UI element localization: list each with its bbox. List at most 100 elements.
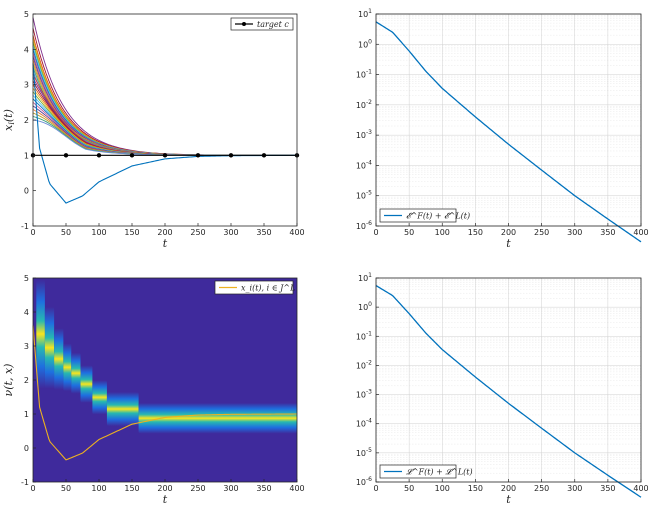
y-tick-label: 10-4 bbox=[356, 159, 372, 170]
y-tick-label: 4 bbox=[24, 308, 29, 317]
panel-trajectories: 0 50 100 150 200 250 300 350 400t-1012345xi(t)ta… bbox=[2, 10, 305, 250]
target-marker bbox=[96, 153, 102, 158]
x-tick-label: 100 bbox=[435, 484, 450, 493]
legend-target-box bbox=[230, 17, 294, 31]
y-tick-label: 2 bbox=[24, 376, 29, 385]
y-tick-label: 101 bbox=[358, 8, 372, 19]
target-marker bbox=[162, 153, 168, 158]
y-tick-label: 5 bbox=[24, 10, 29, 19]
x-tick-label: 300 bbox=[223, 228, 238, 237]
x-tick-label: 300 bbox=[567, 484, 582, 493]
legend-loss-box bbox=[379, 208, 457, 223]
x-tick-label: 150 bbox=[468, 484, 483, 493]
x-tick-label: 200 bbox=[501, 484, 516, 493]
y-tick-label: 10-3 bbox=[356, 389, 372, 400]
density-band bbox=[106, 392, 139, 427]
legend-leader-box bbox=[214, 280, 294, 295]
y-tick-label: 0 bbox=[24, 187, 29, 196]
x-tick-label: 400 bbox=[289, 228, 304, 237]
x-tick-label: 400 bbox=[633, 228, 648, 237]
y-tick-label: 10-5 bbox=[356, 190, 372, 201]
density-band bbox=[63, 343, 72, 392]
x-tick-label: 250 bbox=[190, 228, 205, 237]
x-tick-label: 300 bbox=[223, 484, 238, 493]
loss-curve bbox=[375, 21, 642, 243]
x-tick-label: 350 bbox=[256, 228, 271, 237]
x-tick-label: 50 bbox=[404, 484, 414, 493]
panel-energy: 0 50 100 150 200 250 300 350 400 t 10-6 10-5 10-4 10-… bbox=[356, 8, 649, 250]
y-tick-label: 10-2 bbox=[356, 99, 372, 110]
legend-target-marker bbox=[242, 22, 246, 26]
y-tick-label: 10-4 bbox=[356, 418, 372, 429]
y-tick-label: 4 bbox=[24, 45, 29, 54]
x-tick-label: 250 bbox=[190, 484, 205, 493]
legend-target-label: target c bbox=[257, 20, 289, 29]
y-tick-label: 10-6 bbox=[356, 476, 372, 487]
target-marker bbox=[129, 153, 135, 158]
y-tick-label: 100 bbox=[358, 301, 372, 312]
y-tick-label: 101 bbox=[358, 272, 372, 283]
x-tick-label: 200 bbox=[157, 228, 172, 237]
y-tick-label: -1 bbox=[21, 222, 29, 231]
y-tick-label: 2 bbox=[24, 116, 29, 125]
density-band bbox=[80, 365, 93, 403]
leader-trajectory bbox=[32, 325, 298, 461]
panel-functional: 0 50 100 150 200 250 300 350 400 t 10-6 10-5 10-4 10-… bbox=[356, 272, 649, 506]
density-band bbox=[71, 352, 81, 394]
legend-loss-label: 𝓛^F(t) + 𝓛^L(t) bbox=[406, 468, 473, 477]
y-tick-label: 10-2 bbox=[356, 359, 372, 370]
x-tick-label: 50 bbox=[61, 228, 71, 237]
plot-area bbox=[33, 14, 297, 226]
x-tick-label: 0 bbox=[373, 228, 378, 237]
density-band bbox=[54, 328, 64, 390]
legend-leader-label: x_i(t), i ∈ J^L bbox=[241, 284, 295, 293]
x-tick-label: 150 bbox=[468, 228, 483, 237]
target-marker bbox=[261, 153, 267, 158]
x-tick-label: 250 bbox=[534, 484, 549, 493]
x-tick-label: 150 bbox=[124, 484, 139, 493]
y-tick-label: 10-1 bbox=[356, 330, 372, 341]
x-tick-label: 100 bbox=[91, 228, 106, 237]
y-axis-label: ν(t, x) bbox=[2, 364, 15, 397]
y-tick-label: 3 bbox=[24, 81, 29, 90]
y-tick-label: 1 bbox=[24, 151, 29, 160]
target-marker bbox=[63, 153, 69, 158]
x-tick-label: 0 bbox=[30, 484, 35, 493]
loss-curve bbox=[375, 285, 642, 498]
x-tick-label: 350 bbox=[600, 484, 615, 493]
y-tick-label: 10-1 bbox=[356, 69, 372, 80]
density-band bbox=[44, 306, 55, 389]
x-tick-label: 350 bbox=[256, 484, 271, 493]
x-tick-label: 400 bbox=[633, 484, 648, 493]
x-tick-label: 150 bbox=[124, 228, 139, 237]
y-tick-label: 5 bbox=[24, 274, 29, 283]
x-tick-label: 200 bbox=[501, 228, 516, 237]
x-tick-label: 50 bbox=[61, 484, 71, 493]
x-tick-label: 250 bbox=[534, 228, 549, 237]
x-tick-label: 350 bbox=[600, 228, 615, 237]
x-axis-label: t bbox=[506, 237, 511, 250]
x-tick-label: 200 bbox=[157, 484, 172, 493]
legend-loss-box bbox=[379, 464, 457, 479]
target-marker bbox=[228, 153, 234, 158]
x-tick-label: 100 bbox=[435, 228, 450, 237]
y-tick-label: -1 bbox=[21, 478, 29, 487]
density-band bbox=[138, 402, 297, 434]
y-tick-label: 100 bbox=[358, 38, 372, 49]
y-tick-label: 10-3 bbox=[356, 129, 372, 140]
y-tick-label: 10-6 bbox=[356, 220, 372, 231]
y-tick-label: 0 bbox=[24, 444, 29, 453]
density-band bbox=[36, 279, 45, 389]
y-tick-label: 10-5 bbox=[356, 447, 372, 458]
y-axis-label: xi(t) bbox=[2, 109, 16, 131]
legend-loss-label: 𝓔^F(t) + 𝓔^L(t) bbox=[406, 212, 470, 221]
x-tick-label: 0 bbox=[373, 484, 378, 493]
density-band bbox=[92, 380, 107, 415]
target-marker bbox=[195, 153, 201, 158]
x-tick-label: 100 bbox=[91, 484, 106, 493]
x-tick-label: 0 bbox=[30, 228, 35, 237]
x-axis-label: t bbox=[163, 237, 168, 250]
x-tick-label: 400 bbox=[289, 484, 304, 493]
